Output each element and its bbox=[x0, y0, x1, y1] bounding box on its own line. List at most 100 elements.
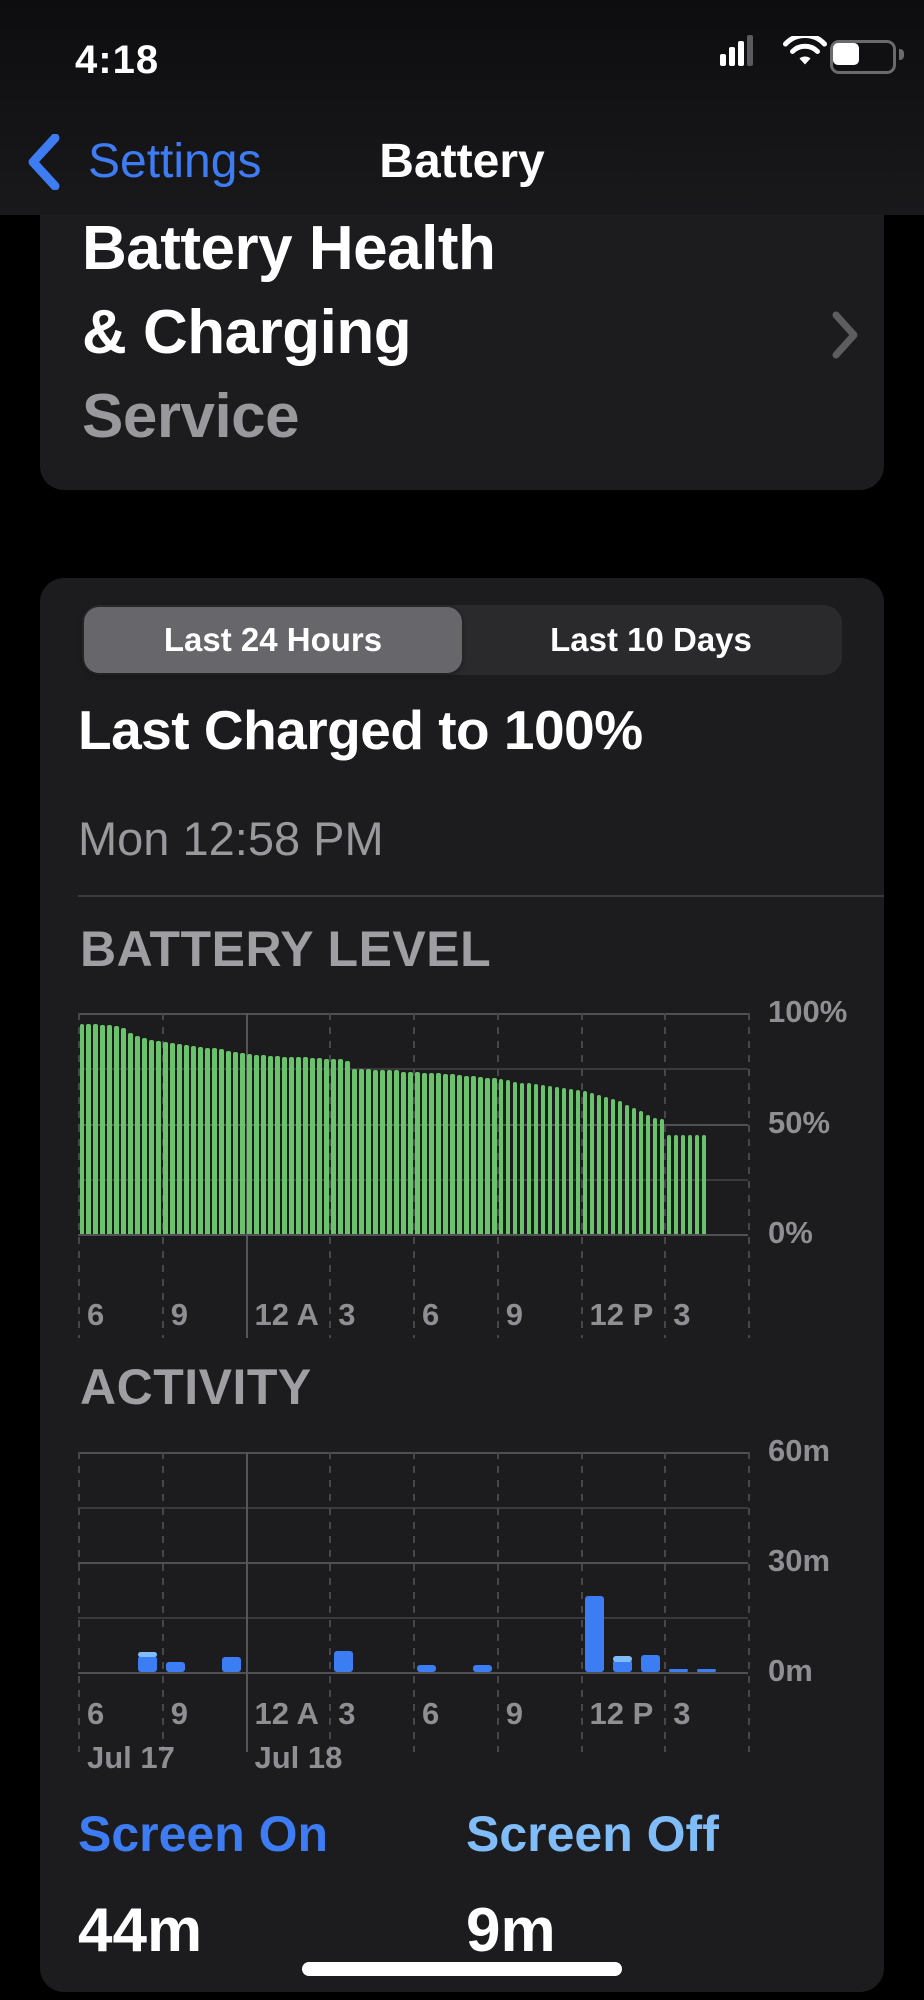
tab-last-24-hours[interactable]: Last 24 Hours bbox=[84, 607, 462, 673]
battery-health-subtitle: Service bbox=[82, 382, 300, 451]
signal-bar bbox=[729, 47, 735, 66]
battery-level-bar bbox=[463, 1075, 469, 1234]
gridline-vertical bbox=[580, 1452, 583, 1752]
battery-level-bar bbox=[645, 1114, 651, 1234]
time-range-segmented-control: Last 24 Hours Last 10 Days bbox=[82, 605, 842, 675]
wifi-icon bbox=[782, 36, 828, 68]
home-indicator[interactable] bbox=[302, 1962, 622, 1976]
battery-level-bar bbox=[261, 1054, 266, 1234]
battery-level-bar bbox=[449, 1073, 455, 1234]
y-axis-label: 0m bbox=[768, 1653, 813, 1688]
battery-level-bar bbox=[268, 1056, 273, 1234]
gridline-vertical bbox=[78, 1013, 80, 1338]
battery-level-bar bbox=[435, 1072, 441, 1234]
battery-level-bar bbox=[547, 1085, 553, 1234]
last-charged-time: Mon 12:58 PM bbox=[78, 812, 384, 865]
x-axis-label: 3 bbox=[673, 1696, 691, 1731]
x-axis-label: 12 A bbox=[254, 1696, 319, 1731]
x-axis-label: 6 bbox=[422, 1297, 440, 1332]
battery-health-row[interactable]: Battery Health & Charging Service bbox=[40, 160, 884, 490]
battery-level-bar bbox=[568, 1089, 574, 1234]
battery-level-bar bbox=[701, 1134, 707, 1234]
back-chevron-icon[interactable] bbox=[26, 134, 60, 190]
battery-level-bar bbox=[687, 1134, 693, 1234]
battery-level-bar bbox=[484, 1078, 490, 1234]
date-label: Jul 17 bbox=[87, 1740, 175, 1775]
screen-off-label: Screen Off bbox=[466, 1806, 719, 1862]
battery-level-bar bbox=[373, 1070, 378, 1234]
x-axis-label: 6 bbox=[87, 1297, 105, 1332]
signal-bar-dim bbox=[747, 35, 753, 66]
battery-level-bar bbox=[226, 1050, 231, 1234]
battery-level-bar bbox=[142, 1038, 147, 1234]
x-axis-label: 12 P bbox=[589, 1297, 654, 1332]
tab-last-10-days[interactable]: Last 10 Days bbox=[550, 621, 752, 658]
screen-on-value: 44m bbox=[78, 1896, 203, 1965]
battery-level-bar bbox=[247, 1053, 252, 1234]
battery-level-bar bbox=[303, 1057, 308, 1234]
battery-level-bar bbox=[429, 1072, 434, 1234]
battery-level-bar bbox=[275, 1056, 280, 1234]
chevron-right-icon bbox=[832, 311, 858, 359]
battery-level-bar bbox=[352, 1069, 357, 1234]
battery-level-bar bbox=[170, 1042, 175, 1234]
gridline-vertical bbox=[329, 1452, 332, 1752]
back-button[interactable]: Settings bbox=[88, 135, 262, 188]
activity-screen-off-bar bbox=[612, 1655, 632, 1662]
battery-level-bar bbox=[415, 1071, 420, 1234]
battery-level-bar bbox=[205, 1048, 210, 1234]
x-axis-label: 12 P bbox=[589, 1696, 654, 1731]
battery-level-bar bbox=[498, 1079, 504, 1234]
battery-level-bar bbox=[317, 1058, 322, 1234]
battery-level-bar bbox=[93, 1024, 99, 1234]
gridline-vertical bbox=[329, 1013, 332, 1338]
y-axis-label: 100% bbox=[768, 994, 848, 1029]
battery-level-bar bbox=[149, 1039, 154, 1234]
battery-level-bar bbox=[128, 1032, 134, 1234]
activity-screen-on-bar bbox=[612, 1659, 632, 1672]
gridline-vertical bbox=[78, 1452, 80, 1752]
battery-level-bar bbox=[345, 1060, 350, 1234]
battery-level-bar bbox=[212, 1048, 217, 1234]
battery-level-bar bbox=[456, 1074, 462, 1234]
activity-chart: 60m 30m 0m 6 9 12 A 3 6 9 12 P 3 Jul 17 Jul 18 bbox=[40, 578, 884, 1992]
navigation-bar bbox=[0, 0, 924, 215]
x-axis-label: 12 A bbox=[254, 1297, 319, 1332]
activity-screen-on-bar bbox=[333, 1651, 353, 1672]
screen-off-value: 9m bbox=[466, 1896, 556, 1965]
activity-screen-on-bar bbox=[473, 1665, 493, 1672]
x-axis-label: 6 bbox=[422, 1696, 440, 1731]
battery-level-bar bbox=[79, 1024, 85, 1234]
x-axis-label: 3 bbox=[338, 1696, 356, 1731]
gridline-vertical bbox=[748, 1452, 750, 1752]
battery-level-bar bbox=[652, 1117, 658, 1234]
battery-level-bar bbox=[198, 1047, 203, 1234]
x-axis-label: 9 bbox=[170, 1297, 188, 1332]
battery-level-bar bbox=[666, 1134, 672, 1234]
battery-level-bar bbox=[603, 1096, 609, 1234]
y-axis-label: 0% bbox=[768, 1215, 813, 1250]
battery-level-bar bbox=[240, 1052, 245, 1234]
battery-level-bar bbox=[219, 1049, 224, 1234]
activity-screen-on-bar bbox=[668, 1669, 688, 1672]
battery-level-bar bbox=[470, 1075, 476, 1234]
gridline-day-boundary bbox=[245, 1013, 248, 1338]
battery-level-bar bbox=[422, 1072, 427, 1234]
battery-level-bar bbox=[582, 1091, 588, 1234]
battery-level-bar bbox=[617, 1101, 623, 1234]
battery-level-bar bbox=[331, 1059, 336, 1234]
battery-level-bar bbox=[442, 1073, 448, 1234]
y-axis-label: 50% bbox=[768, 1104, 831, 1140]
signal-bar bbox=[720, 54, 726, 66]
battery-level-bar bbox=[477, 1077, 483, 1234]
signal-bar bbox=[738, 41, 744, 66]
battery-level-bar bbox=[296, 1057, 301, 1234]
gridline-vertical bbox=[413, 1013, 415, 1338]
x-axis-label: 3 bbox=[673, 1297, 691, 1332]
battery-level-bar bbox=[694, 1134, 700, 1234]
battery-level-bar bbox=[107, 1025, 113, 1234]
screen-on-label: Screen On bbox=[78, 1806, 329, 1862]
battery-level-bar bbox=[540, 1084, 546, 1234]
battery-level-bar bbox=[163, 1041, 168, 1234]
